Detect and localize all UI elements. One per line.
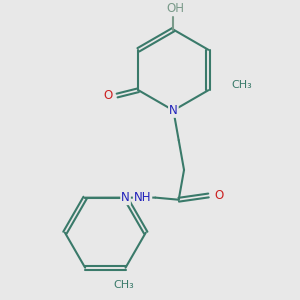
Text: CH₃: CH₃ xyxy=(113,280,134,290)
Text: N: N xyxy=(169,104,178,117)
Text: O: O xyxy=(214,189,224,202)
Text: CH₃: CH₃ xyxy=(232,80,253,90)
Text: O: O xyxy=(103,89,112,102)
Text: N: N xyxy=(121,191,130,204)
Text: OH: OH xyxy=(167,2,184,15)
Text: NH: NH xyxy=(134,191,151,204)
